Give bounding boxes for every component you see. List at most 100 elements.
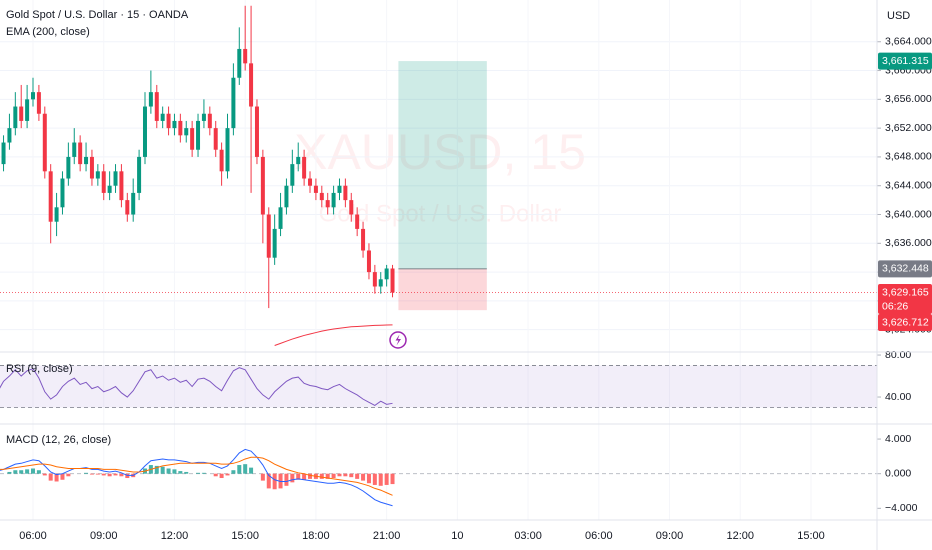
candle-body <box>113 171 118 186</box>
indicator-label[interactable]: RSI (9, close) <box>6 363 73 375</box>
histogram-bar <box>7 471 12 474</box>
histogram-bar <box>308 473 313 479</box>
candle-body <box>290 164 295 186</box>
rsi-line <box>0 367 393 407</box>
candle-body <box>366 250 371 273</box>
histogram-bar <box>284 473 289 486</box>
histogram-bar <box>84 472 89 474</box>
candle-body <box>260 156 265 215</box>
candle-body <box>237 48 242 78</box>
candle-body <box>266 214 271 258</box>
histogram-bar <box>219 473 224 479</box>
histogram-bar <box>42 473 47 476</box>
histogram-bar <box>107 473 112 477</box>
y-tick-label: 3,652.000 <box>885 122 932 134</box>
histogram-bar <box>243 464 248 474</box>
indicator-label[interactable]: EMA (200, close) <box>6 26 90 38</box>
candle-body <box>196 120 201 150</box>
candle-body <box>154 92 159 121</box>
histogram-bar <box>319 473 324 479</box>
histogram-bar <box>196 472 201 474</box>
y-tick-label: 3,648.000 <box>885 151 932 163</box>
price-label-box <box>878 284 932 315</box>
price-label-box <box>878 52 932 70</box>
rsi-band <box>0 365 877 408</box>
histogram-bar <box>337 473 342 477</box>
watermark: XAUUSD, 15 Gold Spot / U.S. Dollar <box>294 124 586 227</box>
candle-body <box>131 192 136 215</box>
candle-body <box>231 77 236 129</box>
histogram-bar <box>113 473 118 476</box>
y-tick-label: −4.000 <box>885 502 918 514</box>
watermark-symbol: XAUUSD, 15 <box>294 124 586 180</box>
candle-body <box>343 185 348 201</box>
histogram-bar <box>366 473 371 484</box>
y-tick-label: 4.000 <box>885 433 911 445</box>
candle-body <box>243 48 248 64</box>
candle-body <box>95 171 100 179</box>
alert-icon[interactable] <box>389 331 407 349</box>
price-label-box <box>878 314 932 332</box>
candle-body <box>89 156 94 179</box>
y-tick-label: 3,656.000 <box>885 93 932 105</box>
candle-body <box>349 200 354 215</box>
alert-bolt[interactable] <box>395 334 402 346</box>
candle-body <box>142 106 147 157</box>
candle-body <box>384 268 389 280</box>
candle-body <box>31 92 36 100</box>
histogram-bar <box>19 470 24 474</box>
histogram-bar <box>54 473 59 482</box>
price-label-box <box>878 260 932 278</box>
histogram-bar <box>213 473 218 477</box>
histogram-bar <box>178 471 183 474</box>
histogram-bar <box>343 473 348 477</box>
histogram-bar <box>231 470 236 474</box>
histogram-bar <box>296 473 301 480</box>
histogram-bar <box>66 473 71 477</box>
x-tick-label: 21:00 <box>373 530 401 542</box>
candle-body <box>207 113 212 129</box>
histogram-bar <box>119 473 124 477</box>
histogram-bar <box>349 473 354 478</box>
symbol-title[interactable]: Gold Spot / U.S. Dollar · 15 · OANDA <box>6 9 189 21</box>
candle-body <box>272 228 277 258</box>
candle-body <box>36 92 41 114</box>
candle-body <box>160 113 165 121</box>
candle-body <box>13 106 18 129</box>
candle-body <box>390 268 395 293</box>
candle-body <box>190 128 195 150</box>
candle-body <box>278 207 283 229</box>
x-tick-label: 15:00 <box>231 530 259 542</box>
histogram-bar <box>60 473 65 480</box>
candle-body <box>54 207 59 222</box>
histogram-bar <box>331 473 336 479</box>
currency[interactable]: USD <box>887 10 910 22</box>
candle-body <box>101 171 106 193</box>
y-tick-label: 3,636.000 <box>885 237 932 249</box>
x-tick-label: 09:00 <box>656 530 684 542</box>
candle-body <box>78 142 83 165</box>
x-tick-label: 12:00 <box>726 530 754 542</box>
profit-zone <box>398 61 487 269</box>
y-tick-label: 3,644.000 <box>885 179 932 191</box>
histogram-bar <box>272 473 277 490</box>
histogram-bar <box>260 473 265 481</box>
histogram-bar <box>225 473 230 476</box>
histogram-bar <box>25 469 30 474</box>
histogram-bar <box>36 470 41 474</box>
x-tick-label: 12:00 <box>161 530 189 542</box>
candle-body <box>313 185 318 193</box>
indicator-label[interactable]: MACD (12, 26, close) <box>6 434 111 446</box>
y-tick-label: 3,640.000 <box>885 208 932 220</box>
candle-body <box>42 113 47 172</box>
candle-body <box>137 156 142 193</box>
candle-body <box>7 128 12 143</box>
candle-body <box>213 128 218 150</box>
price-label: 3,661.315 <box>882 55 929 67</box>
histogram-bar <box>302 473 307 480</box>
histogram-bar <box>237 465 242 474</box>
x-tick-label: 18:00 <box>302 530 330 542</box>
candle-body <box>66 156 71 179</box>
